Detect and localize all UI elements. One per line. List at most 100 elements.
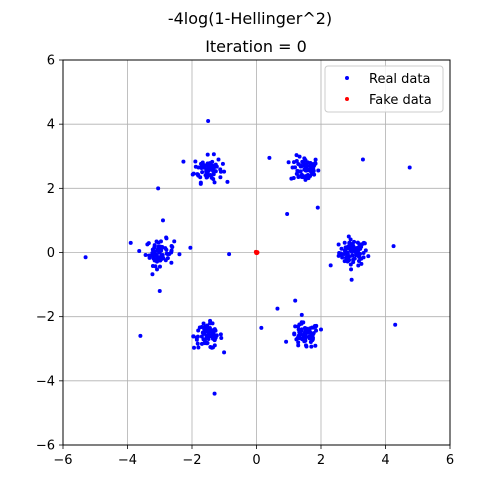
real-data-point bbox=[205, 341, 210, 346]
real-data-point bbox=[197, 325, 202, 330]
real-data-point bbox=[310, 170, 315, 175]
real-data-point bbox=[345, 245, 350, 250]
real-data-point bbox=[393, 322, 398, 327]
real-data-point bbox=[293, 298, 298, 303]
real-data-point bbox=[218, 332, 223, 337]
y-tick-label: 4 bbox=[47, 118, 55, 133]
real-data-point bbox=[303, 177, 308, 182]
x-tick-label: −2 bbox=[182, 453, 201, 468]
real-data-point bbox=[209, 166, 214, 171]
legend-label-real: Real data bbox=[369, 72, 430, 87]
real-data-point bbox=[361, 240, 366, 245]
real-data-point bbox=[301, 160, 306, 165]
real-data-point bbox=[304, 326, 309, 331]
real-data-point bbox=[342, 248, 347, 253]
real-data-point bbox=[357, 242, 362, 247]
real-data-point bbox=[296, 340, 301, 345]
real-data-point bbox=[211, 152, 216, 157]
real-data-point bbox=[296, 174, 301, 179]
real-data-point bbox=[177, 252, 182, 257]
real-data-point bbox=[206, 118, 211, 123]
legend-label-fake: Fake data bbox=[369, 93, 432, 108]
real-data-point bbox=[203, 173, 208, 178]
real-data-point bbox=[294, 153, 299, 158]
real-data-point bbox=[222, 350, 227, 355]
real-data-point bbox=[293, 165, 298, 170]
real-data-point bbox=[308, 161, 313, 166]
real-data-point bbox=[218, 169, 223, 174]
real-data-point bbox=[205, 161, 210, 166]
real-data-point bbox=[296, 343, 301, 348]
real-data-point bbox=[356, 263, 361, 268]
real-data-point bbox=[157, 264, 162, 269]
real-data-point bbox=[170, 245, 175, 250]
real-data-point bbox=[202, 331, 207, 336]
real-data-point bbox=[211, 331, 216, 336]
real-data-point bbox=[349, 267, 354, 272]
real-data-point bbox=[360, 157, 365, 162]
real-data-point bbox=[351, 260, 356, 265]
real-data-point bbox=[295, 336, 300, 341]
y-tick-label: −4 bbox=[36, 374, 55, 389]
real-data-point bbox=[313, 343, 318, 348]
real-data-point bbox=[193, 159, 198, 164]
real-data-point bbox=[83, 255, 88, 260]
real-data-point bbox=[328, 263, 333, 268]
legend-box bbox=[324, 65, 444, 113]
real-data-point bbox=[299, 312, 304, 317]
real-data-point bbox=[363, 248, 368, 253]
real-data-point bbox=[342, 240, 347, 245]
real-data-point bbox=[294, 159, 299, 164]
real-data-point bbox=[201, 337, 206, 342]
real-data-point bbox=[359, 261, 364, 266]
real-data-point bbox=[208, 173, 213, 177]
real-data-point bbox=[199, 166, 204, 171]
real-data-point bbox=[302, 333, 307, 338]
real-data-point bbox=[158, 258, 163, 263]
real-data-point bbox=[366, 254, 371, 259]
real-data-point bbox=[200, 170, 205, 175]
real-data-point bbox=[346, 254, 351, 259]
real-data-point bbox=[188, 245, 193, 250]
real-data-point bbox=[212, 180, 217, 185]
real-data-point bbox=[191, 171, 196, 176]
real-data-point bbox=[137, 248, 142, 253]
y-tick-label: 2 bbox=[47, 182, 55, 197]
real-data-point bbox=[211, 172, 216, 177]
real-data-point bbox=[169, 249, 174, 254]
real-data-point bbox=[391, 244, 396, 249]
real-data-point bbox=[150, 272, 155, 277]
real-data-point bbox=[214, 333, 219, 338]
real-data-point bbox=[275, 306, 280, 311]
real-data-point bbox=[157, 289, 162, 293]
x-tick-label: 2 bbox=[317, 453, 325, 468]
real-data-point bbox=[311, 165, 316, 170]
real-data-point bbox=[145, 242, 150, 247]
real-data-point bbox=[128, 240, 133, 245]
real-data-point bbox=[407, 165, 412, 170]
real-data-point bbox=[259, 325, 264, 330]
y-tick-label: −6 bbox=[36, 439, 55, 454]
legend-marker-real bbox=[345, 76, 349, 80]
real-data-point bbox=[211, 176, 216, 181]
real-data-point bbox=[301, 336, 306, 341]
chart-title: -4log(1-Hellinger^2) bbox=[168, 9, 332, 28]
real-data-point bbox=[319, 327, 323, 332]
legend-marker-fake bbox=[345, 97, 349, 101]
real-data-point bbox=[195, 172, 200, 177]
real-data-point bbox=[297, 322, 302, 327]
real-data-point bbox=[196, 328, 201, 333]
real-data-point bbox=[348, 237, 353, 242]
real-data-point bbox=[293, 324, 298, 329]
x-tick-label: −4 bbox=[118, 453, 137, 468]
legend: Real data Fake data bbox=[324, 65, 444, 113]
real-data-point bbox=[357, 251, 362, 256]
real-data-point bbox=[164, 247, 169, 252]
x-tick-label: 0 bbox=[252, 453, 260, 468]
real-data-point bbox=[348, 248, 353, 253]
real-data-point bbox=[352, 256, 357, 261]
real-data-point bbox=[285, 212, 290, 216]
real-data-point bbox=[350, 253, 355, 258]
real-data-point bbox=[313, 157, 318, 162]
